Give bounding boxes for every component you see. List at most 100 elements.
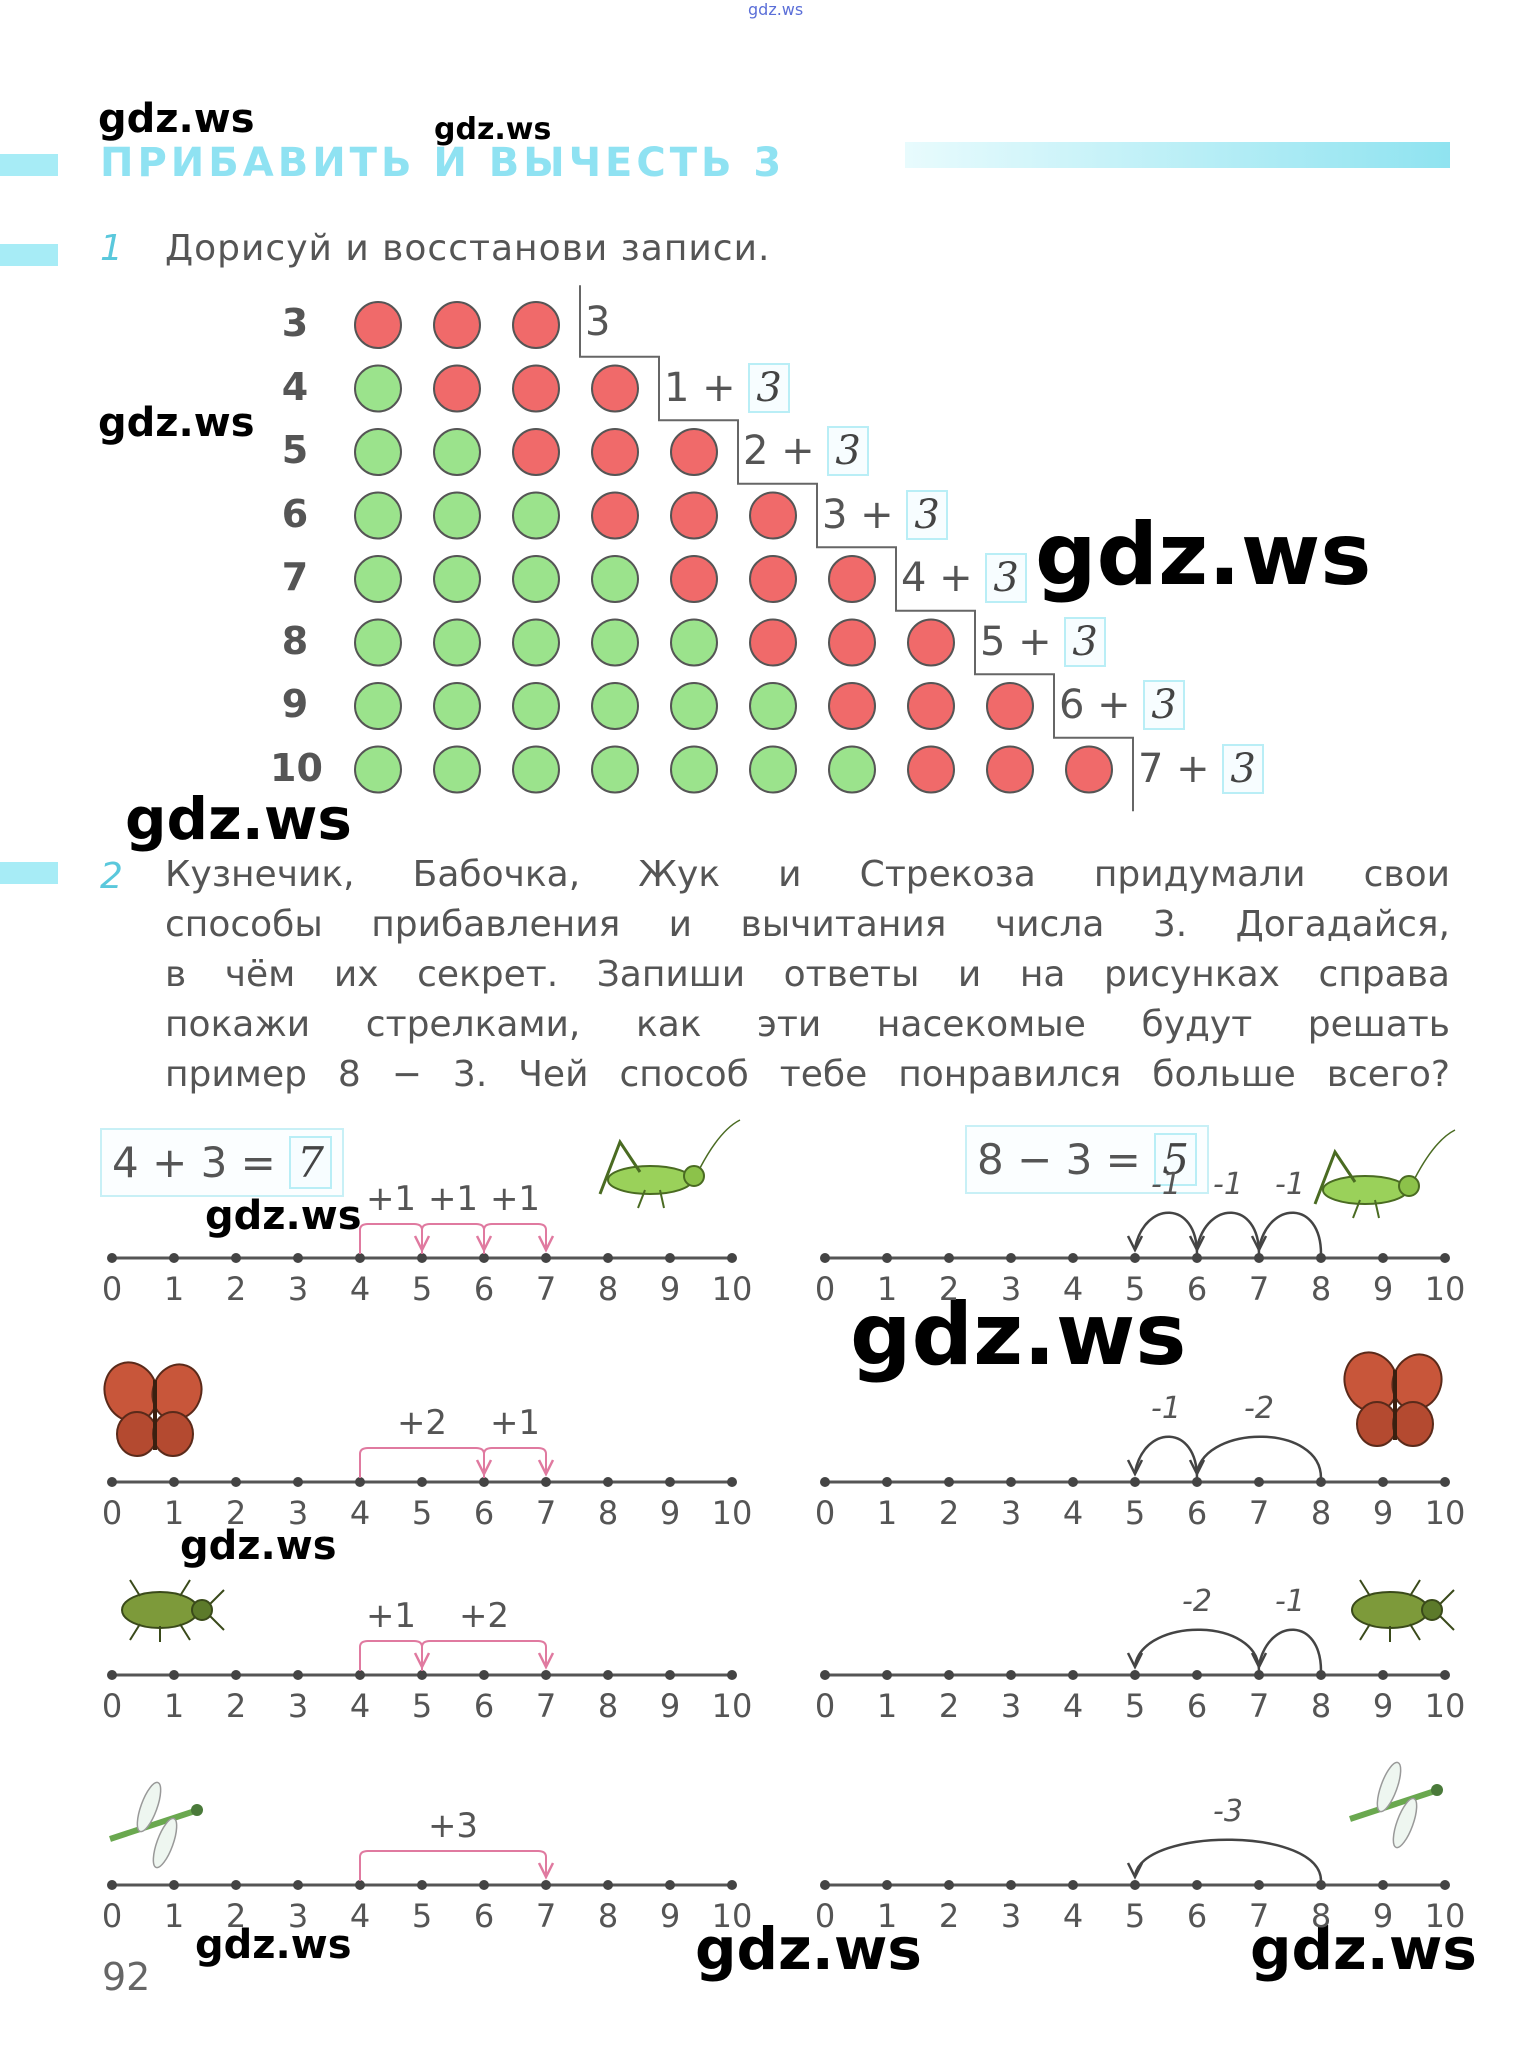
jump-arrow — [1195, 1435, 1323, 1479]
tick-mark — [541, 1880, 551, 1890]
tick-mark — [665, 1880, 675, 1890]
tick-mark — [1130, 1477, 1140, 1487]
green-dot — [512, 745, 560, 794]
row-expression: 4 + 3 — [901, 553, 1027, 603]
arrow-head — [1126, 1862, 1144, 1880]
watermark-top: gdz.ws — [748, 0, 804, 19]
row-expression: 2 + 3 — [743, 426, 869, 476]
watermark: gdz.ws — [195, 1922, 352, 1968]
task1-instruction: Дорисуй и восстанови записи. — [165, 228, 771, 269]
row-number: 7 — [281, 555, 309, 599]
jump-label: -2 — [1182, 1584, 1212, 1619]
tick-mark — [231, 1880, 241, 1890]
green-dot — [433, 491, 481, 540]
green-dot — [354, 491, 402, 540]
green-dot — [512, 682, 560, 730]
jump-arrow — [421, 1223, 485, 1254]
tick-label: 8 — [598, 1494, 618, 1532]
tick-label: 2 — [226, 1897, 246, 1935]
row-number: 8 — [281, 618, 309, 663]
left-equation-answer[interactable]: 7 — [289, 1136, 332, 1189]
beetle-icon — [121, 1579, 225, 1642]
green-dot — [670, 682, 718, 730]
tick-mark — [1378, 1670, 1388, 1680]
red-dot — [433, 301, 481, 349]
jump-arrow — [359, 1640, 423, 1671]
task2-text-line: пример 8 − 3. Чей способ тебе понравился… — [165, 1054, 1450, 1095]
green-dot — [828, 745, 876, 794]
tick-label: 4 — [1063, 1897, 1083, 1935]
right-equation: 8 − 3 = 5 — [965, 1125, 1209, 1194]
tick-mark — [231, 1253, 241, 1263]
tick-label: 7 — [1249, 1494, 1269, 1532]
tick-mark — [1006, 1670, 1016, 1680]
jump-label: -1 — [1151, 1391, 1181, 1426]
green-dot — [512, 491, 560, 540]
tick-label: 1 — [877, 1687, 897, 1725]
row-number: 5 — [281, 428, 309, 472]
tick-mark — [727, 1670, 737, 1680]
tick-mark — [541, 1670, 551, 1680]
row-answer[interactable]: 3 — [1064, 616, 1106, 667]
row-answer[interactable]: 3 — [827, 426, 869, 476]
row-answer[interactable]: 3 — [906, 489, 948, 540]
row-expression: 3 — [585, 299, 610, 345]
tick-label: 6 — [474, 1687, 494, 1725]
tick-mark — [1316, 1670, 1326, 1680]
tick-mark — [1068, 1880, 1078, 1890]
row-expression: 3 + 3 — [822, 489, 948, 540]
red-dot — [670, 428, 718, 476]
tick-mark — [665, 1253, 675, 1263]
watermark: gdz.ws — [1250, 1915, 1477, 1983]
tick-mark — [1378, 1880, 1388, 1890]
tick-label: 8 — [1311, 1897, 1331, 1935]
tick-label: 3 — [1001, 1494, 1021, 1532]
red-dot — [828, 555, 876, 603]
red-dot — [433, 364, 481, 413]
jump-label: -3 — [1213, 1794, 1243, 1829]
tick-mark — [1130, 1880, 1140, 1890]
tick-mark — [293, 1670, 303, 1680]
tick-mark — [107, 1477, 117, 1487]
tick-mark — [1378, 1253, 1388, 1263]
tick-label: 4 — [350, 1270, 370, 1308]
tick-mark — [1130, 1670, 1140, 1680]
tick-label: 2 — [939, 1494, 959, 1532]
right-equation-answer[interactable]: 5 — [1154, 1133, 1197, 1186]
row-expression-text: 5 + — [980, 618, 1065, 665]
tick-mark — [1006, 1477, 1016, 1487]
red-dot — [591, 491, 639, 540]
tick-label: 8 — [1311, 1270, 1331, 1308]
staircase-line — [579, 285, 1134, 812]
tick-label: 3 — [1001, 1897, 1021, 1935]
row-answer[interactable]: 3 — [748, 362, 790, 413]
jump-arrow — [1257, 1211, 1323, 1255]
tick-label: 2 — [226, 1270, 246, 1308]
section-title: ПРИБАВИТЬ И ВЫЧЕСТЬ 3 — [100, 140, 786, 186]
tick-mark — [1192, 1880, 1202, 1890]
row-answer[interactable]: 3 — [1143, 680, 1185, 730]
butterfly-icon — [1343, 1351, 1443, 1447]
tick-label: 7 — [536, 1270, 556, 1308]
red-dot — [591, 364, 639, 413]
butterfly-icon — [103, 1361, 203, 1457]
tick-label: 0 — [102, 1687, 122, 1725]
green-dot — [354, 428, 402, 476]
tick-mark — [1192, 1670, 1202, 1680]
row-answer[interactable]: 3 — [1222, 743, 1264, 794]
row-answer[interactable]: 3 — [985, 553, 1027, 603]
jump-label: +2 — [397, 1403, 447, 1443]
tick-label: 5 — [1125, 1494, 1145, 1532]
jump-label: +1 — [428, 1179, 478, 1219]
jump-arrow — [359, 1447, 485, 1478]
tick-mark — [231, 1670, 241, 1680]
red-dot — [828, 682, 876, 730]
red-dot — [749, 618, 797, 667]
tick-mark — [355, 1253, 365, 1263]
grasshopper-icon — [598, 1119, 741, 1209]
tick-mark — [603, 1670, 613, 1680]
watermark: gdz.ws — [205, 1193, 362, 1239]
green-dot — [749, 745, 797, 794]
watermark: gdz.ws — [98, 400, 255, 446]
task1-dot-grid — [354, 285, 1134, 812]
